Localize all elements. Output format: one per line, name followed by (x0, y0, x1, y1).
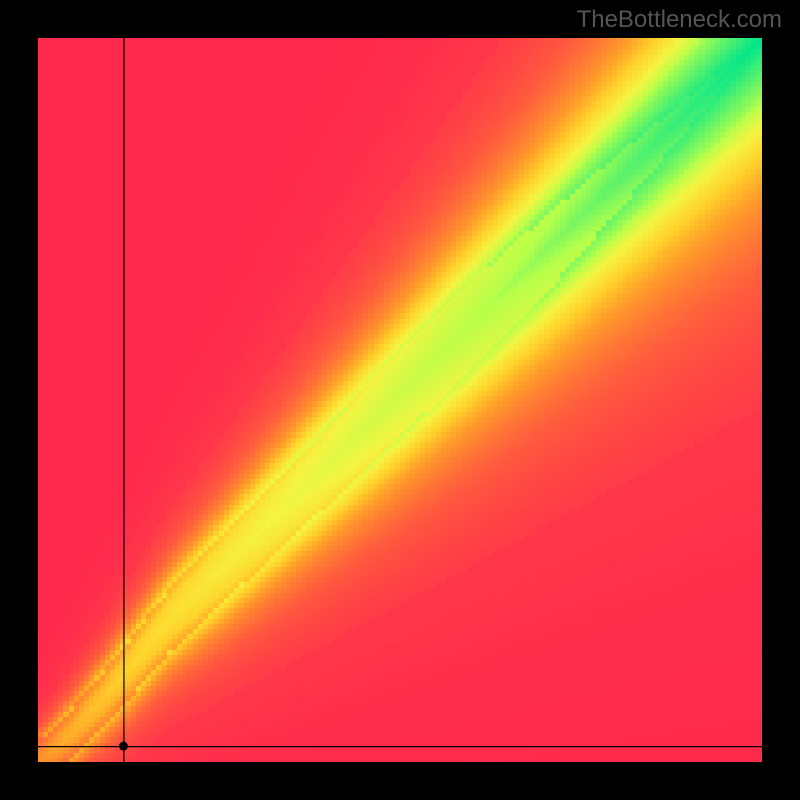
bottleneck-heatmap (38, 38, 762, 762)
watermark-text: TheBottleneck.com (577, 6, 782, 34)
chart-frame (38, 38, 762, 762)
